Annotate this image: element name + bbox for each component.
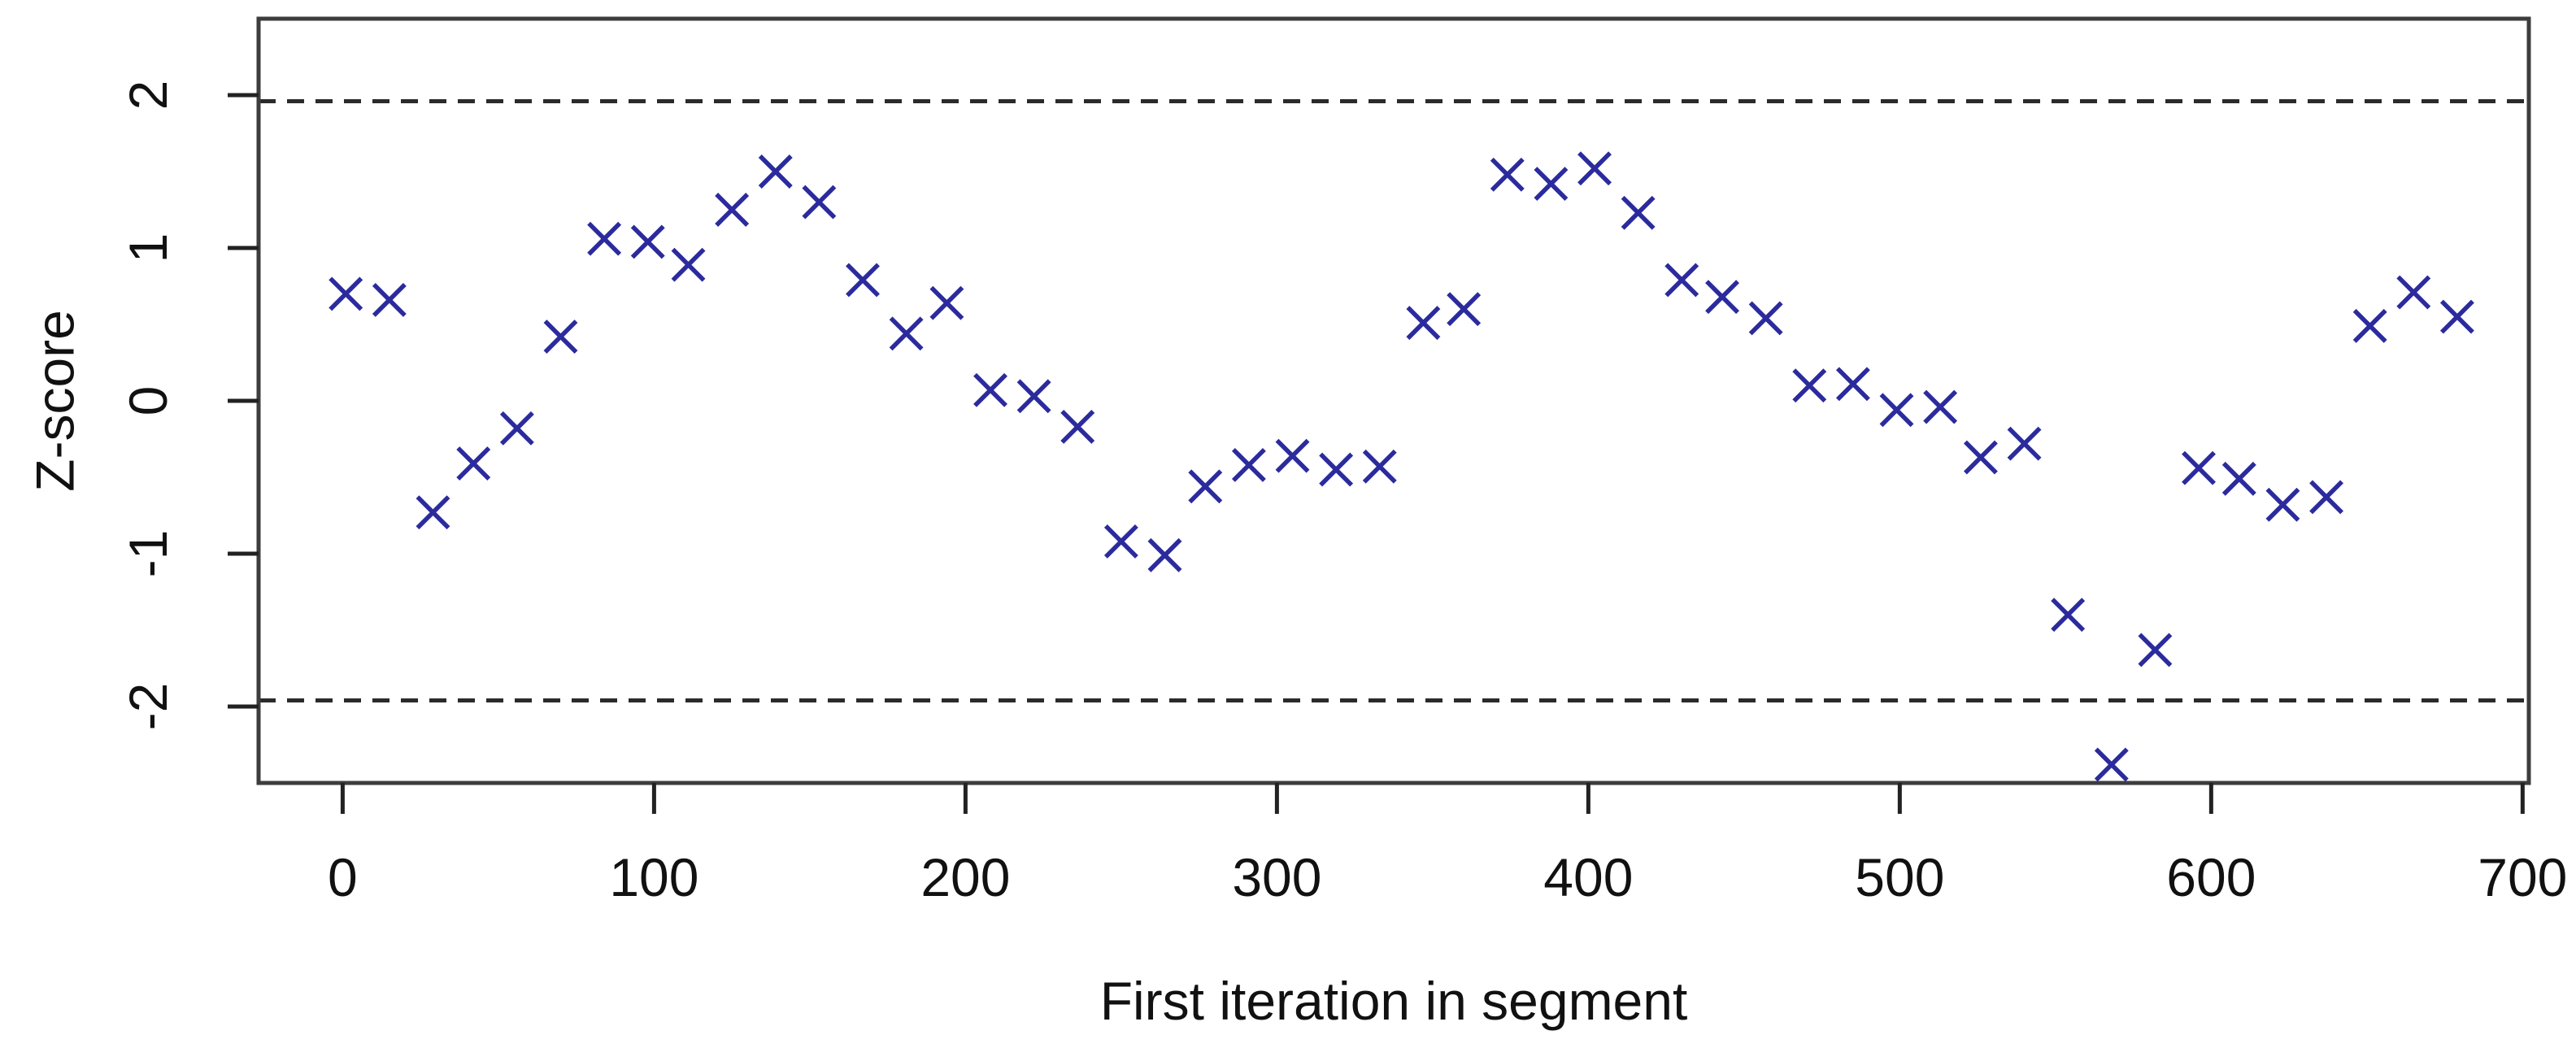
data-point-marker	[802, 185, 837, 220]
data-point-marker	[543, 320, 578, 354]
data-point-marker	[1705, 280, 1739, 315]
data-point-marker	[1231, 448, 1266, 482]
x-axis-tick-label: 700	[2478, 847, 2567, 907]
data-point-marker	[1923, 389, 1958, 424]
data-point-marker	[973, 372, 1007, 407]
y-axis-tick-label: -2	[118, 683, 178, 731]
data-point-marker	[1147, 537, 1182, 572]
data-point-marker	[2396, 275, 2431, 310]
data-point-marker	[372, 282, 407, 317]
x-axis-tick-label: 400	[1543, 847, 1633, 907]
data-point-marker	[671, 247, 706, 282]
data-point-marker	[2051, 598, 2086, 633]
x-axis-tick-label: 600	[2166, 847, 2256, 907]
data-point-marker	[2221, 461, 2256, 496]
x-axis-tick-label: 300	[1232, 847, 1321, 907]
data-point-marker	[2182, 450, 2216, 485]
y-axis-label: Z-score	[24, 310, 85, 492]
data-point-marker	[1490, 157, 1525, 192]
y-axis-tick-label: 0	[118, 386, 178, 416]
data-point-marker	[715, 193, 750, 227]
data-point-marker	[456, 446, 491, 481]
data-point-marker	[1621, 195, 1656, 230]
data-point-marker	[929, 285, 964, 320]
data-point-marker	[2007, 426, 2042, 461]
data-point-marker	[1016, 379, 1051, 414]
data-point-marker	[846, 263, 880, 298]
data-point-marker	[1406, 306, 1441, 341]
data-point-marker	[889, 316, 924, 351]
data-point-marker	[1447, 292, 1482, 327]
data-point-marker	[1963, 440, 1998, 475]
data-point-marker	[329, 276, 363, 311]
y-axis-tick-label: -1	[118, 530, 178, 578]
data-point-marker	[2309, 480, 2344, 515]
data-point-marker	[630, 224, 665, 259]
data-point-marker	[1748, 301, 1783, 336]
x-axis-tick-label: 100	[609, 847, 698, 907]
data-point-marker	[2138, 633, 2173, 668]
data-point-marker	[1362, 449, 1397, 484]
data-point-marker	[1835, 367, 1870, 402]
data-point-marker	[1879, 393, 1914, 428]
x-axis-tick-label: 500	[1855, 847, 1944, 907]
data-point-marker	[1275, 438, 1310, 473]
data-point-marker	[499, 411, 534, 446]
data-point-marker	[758, 154, 793, 189]
data-point-marker	[1319, 452, 1354, 487]
data-point-marker	[416, 495, 450, 530]
data-point-marker	[2439, 299, 2474, 334]
data-point-marker	[1792, 368, 1827, 403]
plot-box	[256, 16, 2531, 785]
y-axis-tick-label: 1	[118, 233, 178, 263]
data-point-marker	[1103, 524, 1138, 559]
data-point-marker	[1577, 151, 1612, 186]
data-point-marker	[1534, 167, 1569, 201]
data-point-marker	[1188, 469, 1223, 504]
data-point-marker	[2352, 308, 2387, 343]
data-point-marker	[2094, 747, 2129, 782]
y-axis-tick-label: 2	[118, 80, 178, 111]
data-point-marker	[587, 221, 622, 256]
x-axis-label: First iteration in segment	[1099, 971, 1688, 1031]
x-axis-tick-label: 200	[920, 847, 1010, 907]
data-point-marker	[1060, 410, 1095, 444]
data-point-marker	[2265, 487, 2300, 522]
data-point-marker	[1664, 263, 1699, 298]
x-axis-tick-label: 0	[328, 847, 358, 907]
